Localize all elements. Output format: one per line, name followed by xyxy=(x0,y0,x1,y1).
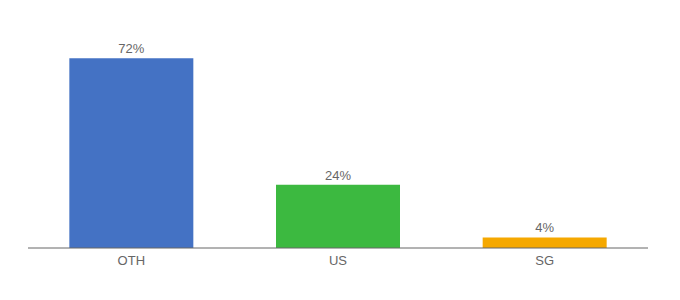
svg-text:24%: 24% xyxy=(325,168,351,183)
svg-text:72%: 72% xyxy=(118,41,144,56)
svg-text:SG: SG xyxy=(535,253,554,268)
svg-text:US: US xyxy=(329,253,347,268)
svg-text:4%: 4% xyxy=(535,220,554,235)
svg-text:OTH: OTH xyxy=(118,253,145,268)
